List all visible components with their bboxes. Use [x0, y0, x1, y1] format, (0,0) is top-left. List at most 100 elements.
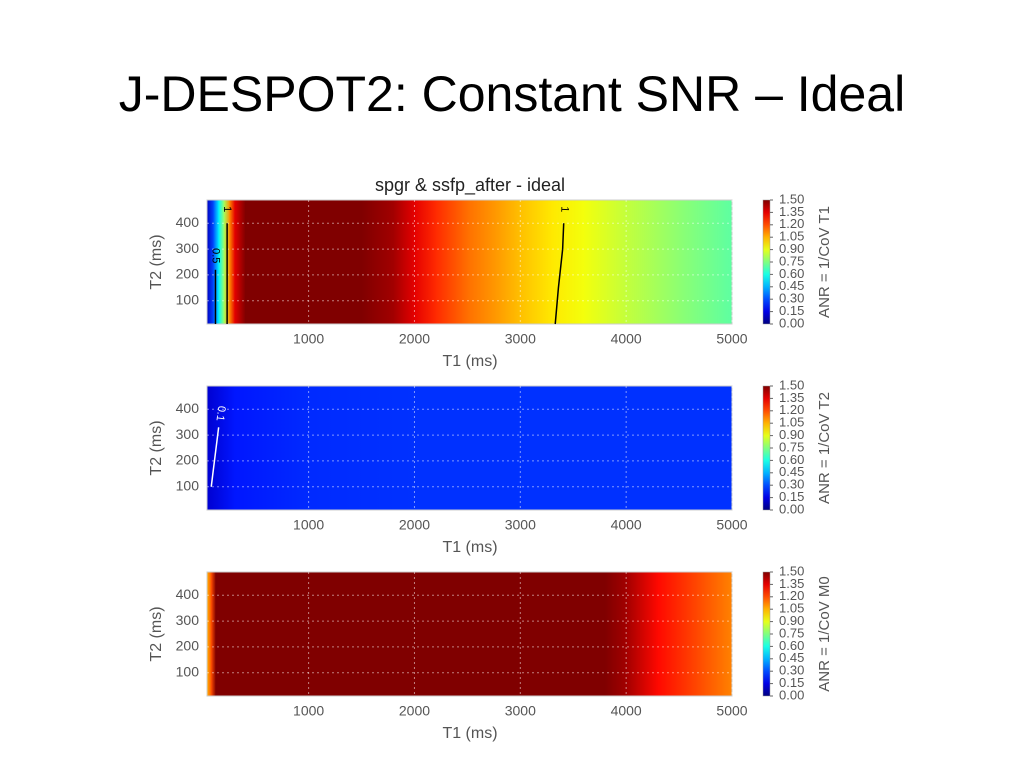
colorbar-tick-label: 0.60: [779, 266, 804, 281]
heat-cell: [435, 200, 468, 324]
colorbar-tick-label: 0.30: [779, 477, 804, 492]
colorbar-tick-label: 0.75: [779, 439, 804, 454]
colorbar-tick-label: 1.50: [779, 191, 804, 206]
x-axis-label: T1 (ms): [442, 725, 497, 742]
y-tick-label: 100: [176, 477, 200, 493]
heat-cell: [361, 200, 394, 324]
heat-cell: [234, 200, 246, 324]
heat-cell: [308, 386, 415, 510]
colorbar-tick-label: 0.45: [779, 650, 804, 665]
colorbar-tick-label: 1.20: [779, 588, 804, 603]
x-tick-label: 2000: [399, 331, 430, 347]
y-tick-label: 200: [176, 638, 200, 654]
heat-cell: [218, 200, 225, 324]
heat-cell: [520, 200, 553, 324]
contour-label: 0.1: [214, 405, 228, 422]
x-tick-label: 5000: [716, 517, 747, 533]
heat-cell: [207, 572, 212, 696]
colorbar-tick-label: 1.20: [779, 402, 804, 417]
y-tick-label: 300: [176, 240, 200, 256]
heat-cell: [207, 200, 214, 324]
colorbar-label: ANR = 1/CoV T2: [816, 392, 833, 504]
heat-cell: [255, 572, 606, 696]
colorbar-tick-label: 0.00: [779, 501, 804, 516]
y-tick-label: 400: [176, 214, 200, 230]
y-axis-label: T2 (ms): [148, 606, 165, 661]
colorbar-tick-label: 0.30: [779, 663, 804, 678]
contour-label: 1: [221, 206, 233, 212]
plot-title: spgr & ssfp_after - ideal: [375, 175, 565, 196]
colorbar-tick-label: 0.75: [779, 625, 804, 640]
colorbar-tick-label: 0.15: [779, 489, 804, 504]
contour-label: 1: [558, 206, 570, 213]
x-tick-label: 5000: [716, 331, 747, 347]
colorbar-tick-label: 0.75: [779, 253, 804, 268]
heat-cell: [467, 200, 500, 324]
colorbar-tick-label: 1.50: [779, 377, 804, 392]
colorbar-tick-label: 0.30: [779, 291, 804, 306]
x-tick-label: 3000: [505, 331, 536, 347]
colorbar-tick-label: 0.45: [779, 278, 804, 293]
y-tick-label: 300: [176, 612, 200, 628]
x-tick-label: 1000: [293, 331, 324, 347]
y-tick-label: 400: [176, 400, 200, 416]
y-tick-label: 400: [176, 586, 200, 602]
heat-cell: [393, 200, 415, 324]
colorbar-tick-label: 1.20: [779, 216, 804, 231]
x-tick-label: 1000: [293, 703, 324, 719]
colorbar: [762, 199, 771, 325]
colorbar-tick-label: 0.45: [779, 464, 804, 479]
y-axis-label: T2 (ms): [148, 420, 165, 475]
colorbar-tick-label: 1.05: [779, 601, 804, 616]
heat-cell: [657, 572, 701, 696]
contour-line: [210, 427, 220, 487]
colorbar-tick-label: 0.60: [779, 638, 804, 653]
x-axis-label: T1 (ms): [442, 353, 497, 370]
heat-cell: [626, 572, 659, 696]
colorbar-tick-label: 1.35: [779, 204, 804, 219]
x-tick-label: 4000: [611, 703, 642, 719]
colorbar-tick-label: 1.05: [779, 229, 804, 244]
colorbar-tick-label: 0.90: [779, 241, 804, 256]
colorbar-tick-label: 0.00: [779, 315, 804, 330]
y-tick-label: 200: [176, 266, 200, 282]
heat-cell: [700, 572, 733, 696]
heat-cell: [211, 572, 216, 696]
heat-cell: [234, 386, 310, 510]
colorbar-tick-label: 0.00: [779, 687, 804, 702]
colorbar-tick-label: 0.15: [779, 303, 804, 318]
heat-cell: [414, 200, 437, 324]
x-axis-label: T1 (ms): [442, 539, 497, 556]
slide-title: J-DESPOT2: Constant SNR – Ideal: [119, 66, 905, 122]
y-tick-label: 100: [176, 663, 200, 679]
y-axis-label: T2 (ms): [148, 234, 165, 289]
colorbar-tick-label: 0.15: [779, 675, 804, 690]
heat-cell: [213, 200, 220, 324]
heat-cell: [414, 386, 521, 510]
x-tick-label: 2000: [399, 703, 430, 719]
heat-cell: [229, 200, 236, 324]
y-tick-label: 100: [176, 291, 200, 307]
heat-cell: [520, 386, 627, 510]
colorbar: [762, 571, 771, 697]
heat-cell: [583, 200, 627, 324]
heat-cell: [245, 200, 257, 324]
heat-cell: [626, 386, 733, 510]
heat-cell: [679, 200, 733, 324]
heat-cell: [215, 572, 257, 696]
y-tick-label: 200: [176, 452, 200, 468]
x-tick-label: 2000: [399, 517, 430, 533]
heat-cell: [604, 572, 627, 696]
colorbar-tick-label: 0.90: [779, 613, 804, 628]
x-tick-label: 3000: [505, 517, 536, 533]
heat-cell: [626, 200, 680, 324]
x-tick-label: 4000: [611, 517, 642, 533]
colorbar-tick-label: 1.50: [779, 563, 804, 578]
colorbar-tick-label: 0.60: [779, 452, 804, 467]
colorbar-tick-label: 1.35: [779, 576, 804, 591]
contour-line: [554, 223, 565, 325]
x-tick-label: 1000: [293, 517, 324, 533]
x-tick-label: 4000: [611, 331, 642, 347]
